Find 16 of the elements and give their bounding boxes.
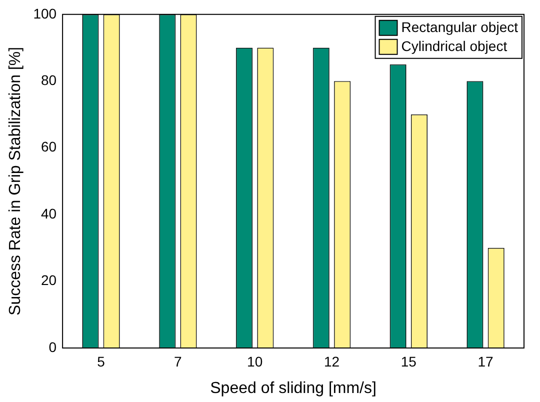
y-tick-label: 100 bbox=[33, 5, 57, 22]
x-tick-label: 5 bbox=[97, 353, 106, 370]
y-tick-label: 40 bbox=[40, 205, 57, 222]
legend-label: Cylindrical object bbox=[401, 38, 508, 54]
x-tick-label: 17 bbox=[478, 353, 494, 370]
y-tick-label: 60 bbox=[40, 138, 57, 155]
y-tick-label: 0 bbox=[48, 338, 57, 355]
x-tick-label: 12 bbox=[324, 353, 340, 370]
legend-label: Rectangular object bbox=[401, 18, 518, 35]
y-tick-label: 20 bbox=[40, 272, 57, 288]
x-axis-title: Speed of sliding [mm/s] bbox=[210, 380, 376, 397]
x-tick-label: 7 bbox=[174, 353, 182, 370]
x-tick-label: 15 bbox=[400, 353, 417, 370]
y-tick-label: 80 bbox=[40, 72, 57, 88]
y-axis-title: Success Rate in Grip Stabilization [%] bbox=[7, 46, 24, 316]
x-tick-label: 10 bbox=[247, 353, 263, 370]
